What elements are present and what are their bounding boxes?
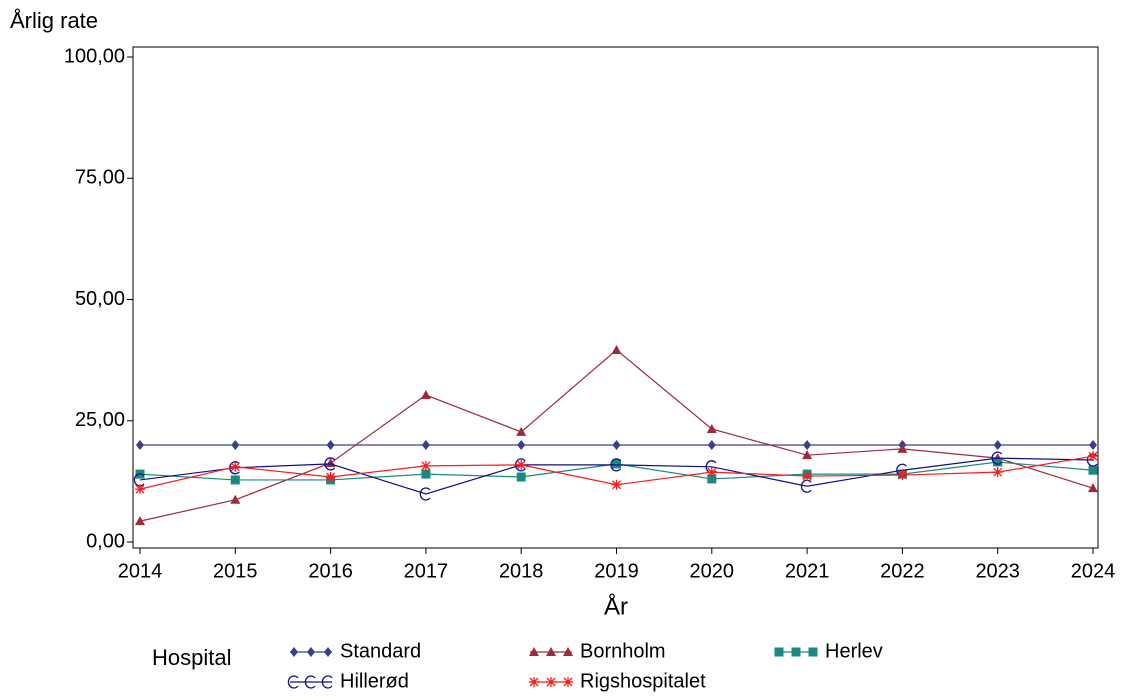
marker: [992, 467, 1003, 478]
marker: [707, 474, 717, 484]
legend-marker: [529, 647, 539, 656]
x-tick-label: 2017: [404, 560, 449, 582]
legend-marker: [774, 647, 784, 657]
marker: [1088, 451, 1098, 462]
marker: [325, 472, 336, 483]
marker: [993, 440, 1002, 450]
marker: [1088, 483, 1098, 493]
marker: [135, 484, 145, 495]
marker: [610, 458, 622, 472]
marker: [230, 494, 241, 504]
x-tick-label: 2016: [308, 560, 353, 582]
legend-label: Hillerød: [340, 670, 409, 692]
marker: [802, 450, 813, 460]
marker: [421, 469, 431, 479]
marker: [516, 459, 527, 470]
legend-marker: [808, 647, 818, 657]
x-tick-label: 2022: [880, 560, 925, 582]
marker: [324, 457, 336, 471]
legend-marker: [290, 647, 298, 657]
marker: [516, 426, 527, 436]
x-axis-label: År: [604, 592, 628, 620]
marker: [706, 467, 717, 478]
marker: [706, 423, 717, 433]
legend-marker: [563, 647, 573, 656]
marker: [802, 471, 813, 482]
marker: [326, 440, 335, 450]
marker: [231, 440, 240, 450]
marker: [993, 457, 1003, 467]
y-tick-label: 75,00: [75, 167, 125, 189]
x-tick-label: 2024: [1071, 560, 1116, 582]
x-tick-label: 2015: [213, 560, 258, 582]
legend-marker: [546, 647, 556, 656]
x-tick-label: 2018: [499, 560, 544, 582]
legend-marker: [304, 675, 316, 689]
marker: [420, 460, 431, 471]
x-tick-label: 2021: [785, 560, 830, 582]
marker: [612, 459, 621, 469]
legend-marker: [324, 647, 332, 657]
x-tick-label: 2014: [118, 560, 163, 582]
legend-marker: [287, 675, 299, 689]
plot-frame: [132, 46, 1099, 549]
marker: [230, 461, 241, 472]
marker: [1089, 440, 1097, 450]
y-tick-label: 100,00: [64, 45, 125, 67]
marker: [135, 516, 145, 526]
legend-label: Standard: [340, 640, 421, 662]
series-line: [139, 349, 1094, 522]
marker: [612, 440, 621, 450]
legend-marker: [307, 647, 315, 657]
marker: [611, 344, 622, 354]
marker: [897, 443, 908, 453]
legend-label: Bornholm: [580, 640, 666, 662]
marker: [421, 440, 430, 450]
legend-marker: [529, 677, 539, 687]
marker: [1088, 465, 1098, 475]
y-axis-label: Årlig rate: [10, 8, 98, 33]
marker: [136, 440, 144, 450]
marker: [707, 440, 716, 450]
legend-marker: [791, 647, 801, 657]
marker: [420, 390, 431, 400]
legend-marker: [563, 677, 573, 687]
marker: [517, 440, 526, 450]
y-tick-label: 0,00: [86, 530, 125, 552]
legend-marker: [546, 677, 556, 687]
y-tick-label: 25,00: [75, 409, 125, 431]
x-tick-label: 2023: [975, 560, 1020, 582]
marker: [897, 470, 908, 481]
marker: [800, 479, 812, 493]
marker: [803, 440, 812, 450]
legend-label: Rigshospitalet: [580, 670, 706, 692]
legend-label: Herlev: [825, 640, 883, 662]
marker: [230, 475, 240, 485]
legend-marker: [321, 675, 333, 689]
marker: [133, 473, 145, 487]
marker: [516, 472, 526, 482]
x-tick-label: 2020: [690, 560, 735, 582]
marker: [991, 451, 1003, 465]
marker: [611, 479, 622, 490]
x-tick-label: 2019: [594, 560, 639, 582]
marker: [419, 487, 431, 501]
legend-title: Hospital: [152, 645, 231, 670]
series-line: [139, 457, 1094, 495]
y-tick-label: 50,00: [75, 288, 125, 310]
